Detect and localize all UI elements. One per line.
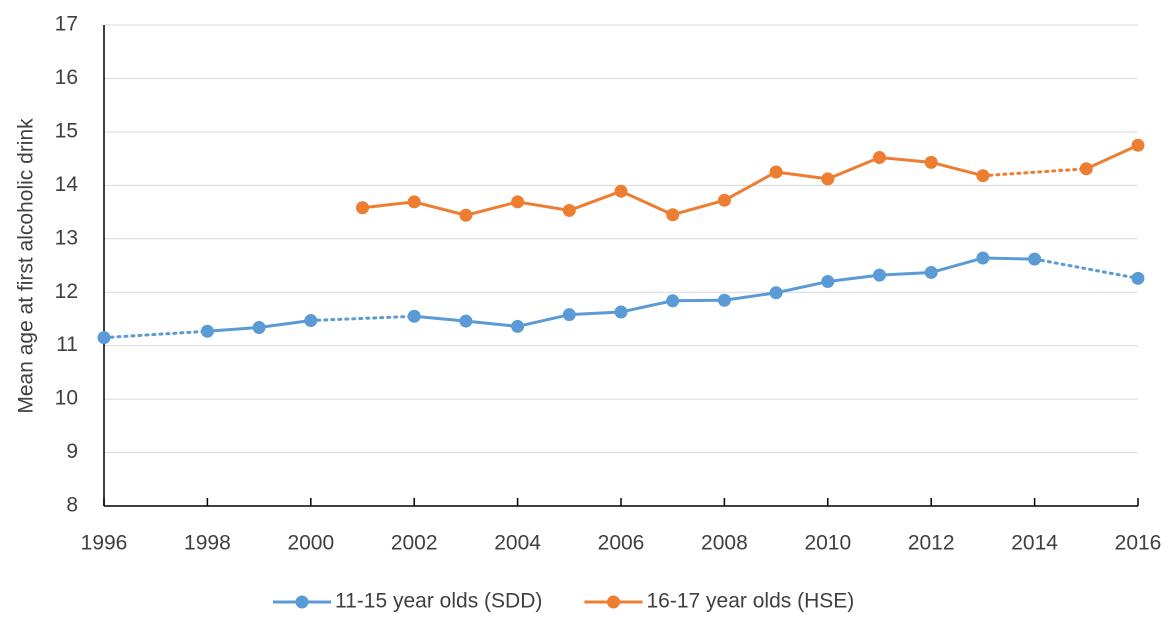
line-segment (981, 167, 1088, 178)
y-tick-label: 9 (66, 440, 78, 463)
line-segment (1033, 257, 1140, 280)
x-tick-label: 2014 (1011, 532, 1058, 555)
line-segment (414, 314, 467, 323)
point (614, 305, 628, 319)
line-segment (879, 156, 932, 164)
x-tick-label: 2002 (391, 532, 438, 555)
line-segment (258, 319, 311, 329)
y-tick-label: 15 (55, 119, 78, 142)
point (459, 314, 473, 328)
y-tick-label: 10 (55, 387, 78, 410)
point (614, 184, 628, 198)
point (1079, 162, 1093, 176)
y-tick-label: 16 (55, 66, 78, 89)
line-segment (879, 270, 932, 277)
line-segment (672, 198, 725, 217)
point (459, 208, 473, 222)
point (304, 314, 318, 328)
legend-marker (295, 595, 309, 609)
point (976, 251, 990, 265)
x-tick-label: 2000 (287, 532, 334, 555)
line-segment (413, 200, 467, 217)
point (200, 324, 214, 338)
y-tick-label: 8 (66, 494, 78, 517)
line-segment (569, 310, 622, 317)
x-tick-label: 2006 (598, 532, 645, 555)
point (717, 293, 731, 307)
y-tick-label: 17 (55, 13, 78, 36)
line-segment (568, 189, 622, 212)
point (511, 319, 525, 333)
point (666, 208, 680, 222)
y-tick-label: 14 (55, 173, 79, 196)
line-segment (517, 313, 570, 328)
line-segment (724, 291, 777, 302)
line-segment (723, 170, 777, 202)
point (1131, 138, 1145, 152)
point (407, 309, 421, 323)
line-segment (827, 156, 881, 181)
point (356, 201, 369, 215)
x-tick-label: 2008 (701, 532, 748, 555)
y-axis-label: Mean age at first alcoholic drink (15, 118, 38, 414)
point (666, 294, 680, 308)
line-segment (930, 160, 984, 178)
point (976, 169, 990, 183)
point (924, 155, 938, 169)
x-tick-label: 2016 (1115, 532, 1162, 555)
x-tick-label: 2004 (494, 532, 541, 555)
line-segment (672, 298, 725, 303)
point (252, 320, 266, 334)
point (717, 193, 731, 207)
line-segment (1085, 143, 1139, 171)
legend-label: 16-17 year olds (HSE) (647, 590, 855, 613)
line-segment (465, 319, 518, 328)
line-segment (775, 170, 828, 181)
legend-label: 11-15 year olds (SDD) (335, 590, 542, 613)
line-segment (309, 314, 416, 323)
line-segment (207, 325, 260, 333)
x-tick-label: 2012 (908, 532, 955, 555)
line-segment (620, 299, 674, 314)
x-tick-label: 2010 (804, 532, 851, 555)
x-tick-label: 1998 (184, 532, 231, 555)
point (562, 203, 576, 217)
y-tick-label: 11 (56, 333, 78, 356)
point (97, 331, 111, 345)
y-tick-label: 12 (55, 280, 78, 303)
line-segment (827, 273, 880, 284)
point (769, 286, 783, 300)
line-segment (102, 329, 209, 340)
x-tick-label: 1996 (81, 532, 128, 555)
line-segment (620, 189, 674, 217)
line-segment (362, 200, 415, 210)
point (1131, 271, 1145, 285)
point (511, 195, 525, 209)
line-segment (517, 200, 570, 212)
y-tick-label: 13 (55, 226, 78, 249)
point (821, 172, 835, 186)
point (1028, 252, 1042, 266)
point (562, 308, 576, 322)
line-segment (930, 256, 984, 274)
legend-marker (607, 595, 620, 609)
point (924, 265, 938, 279)
line-segment (982, 256, 1035, 261)
line-segment (775, 280, 829, 295)
point (873, 268, 886, 282)
point (407, 195, 421, 209)
point (873, 151, 886, 165)
point (769, 165, 783, 179)
line-segment (465, 200, 518, 217)
point (821, 275, 835, 289)
